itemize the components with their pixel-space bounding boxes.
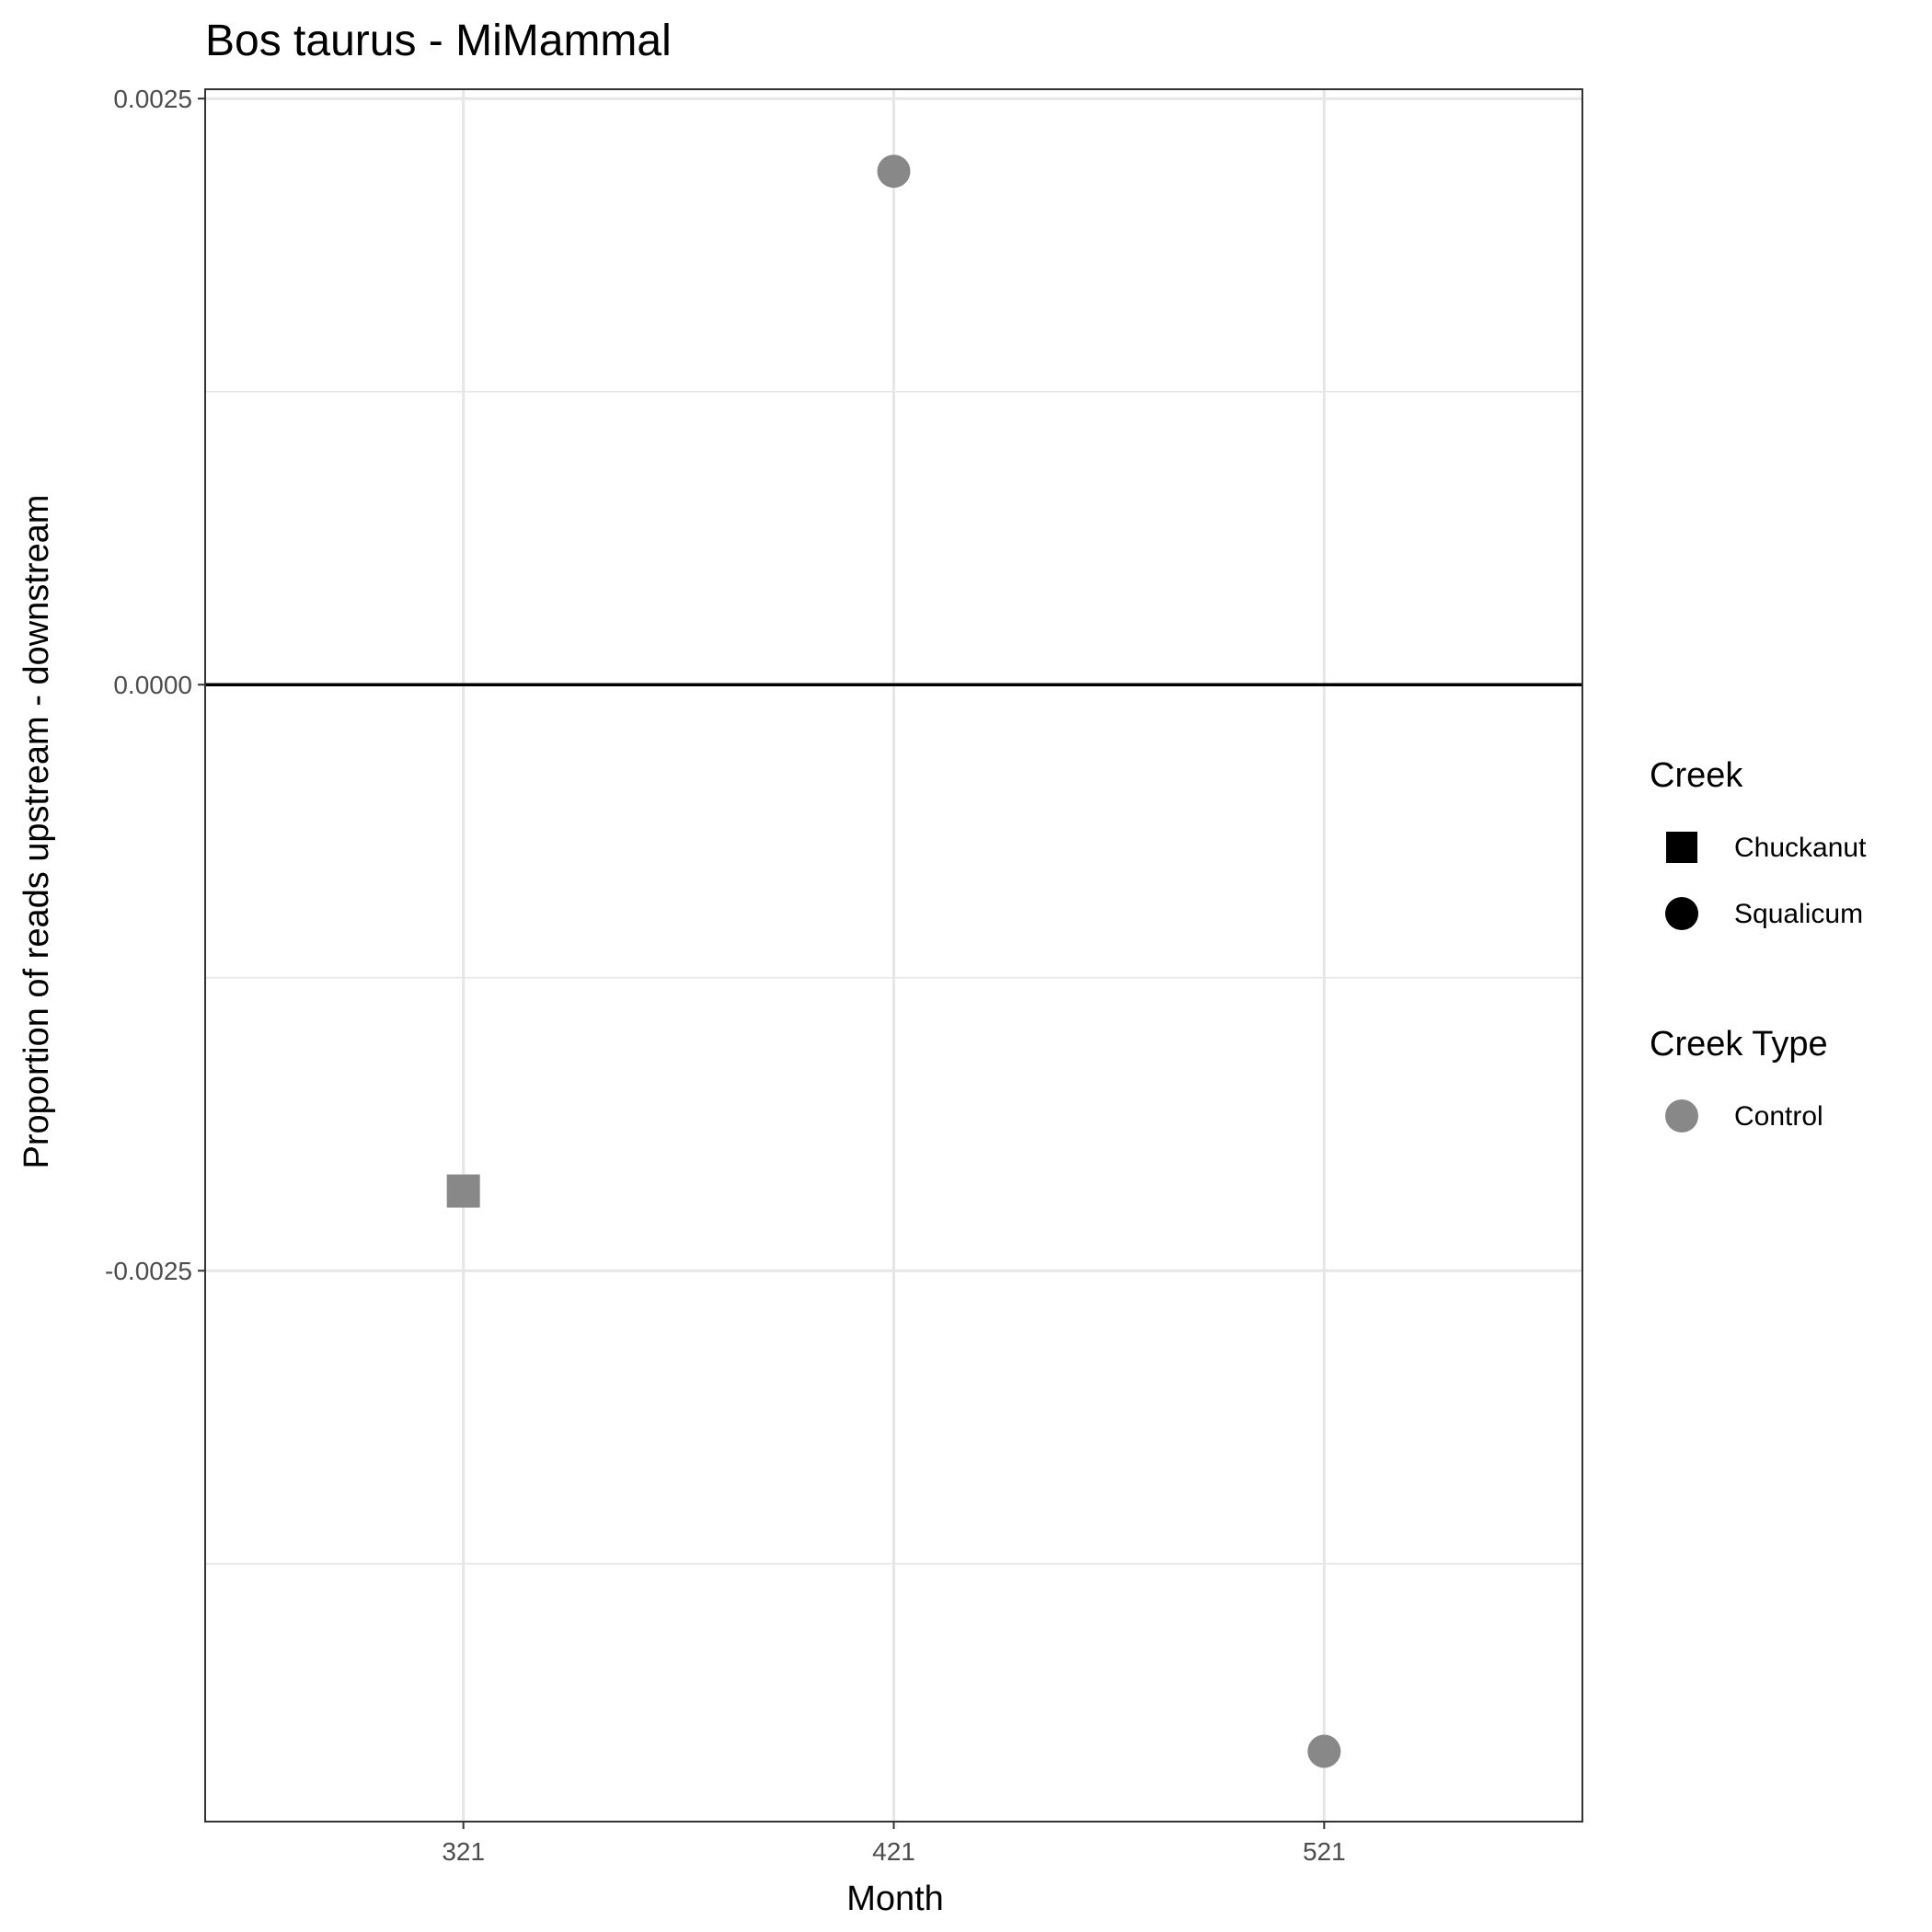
y-tick-label: 0.0025 bbox=[113, 85, 192, 113]
legend-title: Creek bbox=[1650, 756, 1743, 795]
legend-key-circle bbox=[1665, 1099, 1698, 1133]
axes: 0.0025 0.0000 -0.0025 321 421 521 bbox=[105, 85, 1346, 1866]
x-tick-label: 321 bbox=[442, 1837, 485, 1866]
data-points bbox=[446, 155, 1341, 1768]
chart-title: Bos taurus - MiMammal bbox=[205, 17, 672, 65]
data-point-circle bbox=[1307, 1734, 1341, 1768]
legend-label: Squalicum bbox=[1734, 899, 1863, 929]
data-point-square bbox=[446, 1174, 480, 1208]
x-tick-label: 521 bbox=[1303, 1837, 1346, 1866]
y-tick-label: 0.0000 bbox=[113, 671, 192, 699]
x-axis-title: Month bbox=[846, 1880, 944, 1918]
legend-label: Control bbox=[1734, 1101, 1823, 1132]
legend: Creek Chuckanut Squalicum Creek Type Control bbox=[1650, 756, 1867, 1133]
y-tick-label: -0.0025 bbox=[105, 1257, 192, 1285]
legend-key-circle bbox=[1665, 897, 1698, 930]
data-point-circle bbox=[877, 155, 911, 189]
x-tick-label: 421 bbox=[872, 1837, 915, 1866]
legend-label: Chuckanut bbox=[1734, 833, 1867, 863]
legend-key-square bbox=[1666, 832, 1697, 863]
y-axis-title: Proportion of reads upstream - downstrea… bbox=[17, 495, 56, 1169]
legend-title: Creek Type bbox=[1650, 1025, 1828, 1064]
